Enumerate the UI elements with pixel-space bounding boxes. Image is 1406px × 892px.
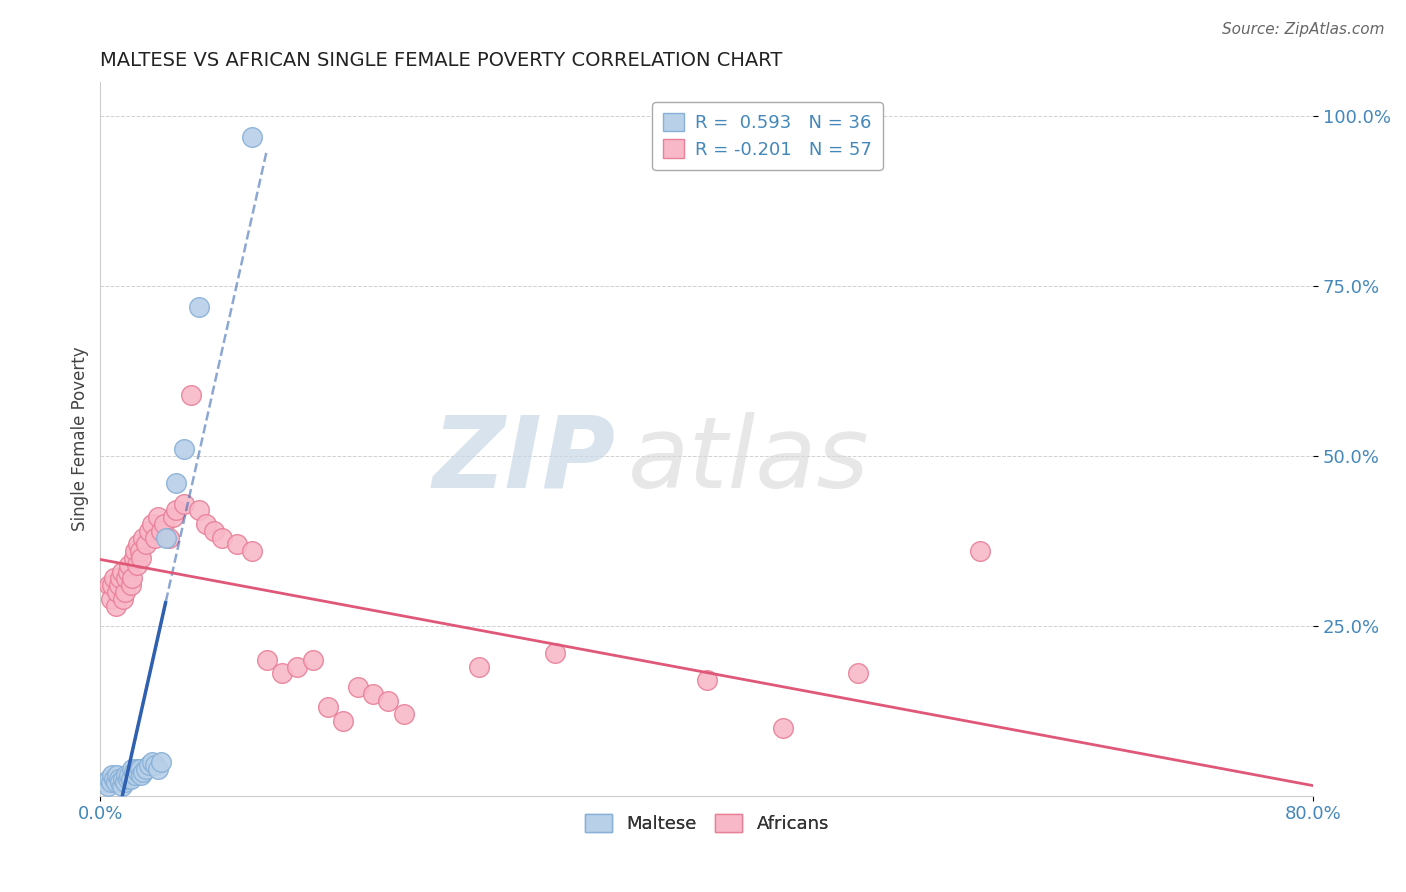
Point	[128, 544, 150, 558]
Point	[122, 764, 145, 779]
Point	[107, 772, 129, 786]
Point	[195, 516, 218, 531]
Point	[107, 578, 129, 592]
Point	[150, 755, 173, 769]
Point	[100, 775, 122, 789]
Point	[969, 544, 991, 558]
Point	[301, 653, 323, 667]
Point	[121, 571, 143, 585]
Point	[103, 571, 125, 585]
Point	[122, 551, 145, 566]
Point	[112, 591, 135, 606]
Point	[146, 762, 169, 776]
Point	[256, 653, 278, 667]
Point	[97, 779, 120, 793]
Point	[392, 707, 415, 722]
Point	[98, 772, 121, 786]
Point	[544, 646, 567, 660]
Point	[132, 764, 155, 779]
Point	[165, 476, 187, 491]
Point	[128, 762, 150, 776]
Point	[848, 666, 870, 681]
Point	[202, 524, 225, 538]
Point	[173, 442, 195, 457]
Point	[162, 510, 184, 524]
Point	[115, 768, 138, 782]
Point	[180, 388, 202, 402]
Point	[138, 758, 160, 772]
Point	[96, 775, 118, 789]
Point	[332, 714, 354, 728]
Point	[135, 537, 157, 551]
Point	[105, 768, 128, 782]
Point	[271, 666, 294, 681]
Point	[125, 558, 148, 572]
Point	[100, 591, 122, 606]
Point	[287, 659, 309, 673]
Point	[157, 531, 180, 545]
Point	[114, 585, 136, 599]
Text: Source: ZipAtlas.com: Source: ZipAtlas.com	[1222, 22, 1385, 37]
Point	[141, 755, 163, 769]
Text: MALTESE VS AFRICAN SINGLE FEMALE POVERTY CORRELATION CHART: MALTESE VS AFRICAN SINGLE FEMALE POVERTY…	[100, 51, 783, 70]
Point	[121, 762, 143, 776]
Point	[108, 571, 131, 585]
Point	[124, 544, 146, 558]
Point	[101, 768, 124, 782]
Point	[143, 531, 166, 545]
Point	[110, 565, 132, 579]
Point	[377, 693, 399, 707]
Point	[127, 537, 149, 551]
Point	[129, 551, 152, 566]
Point	[110, 779, 132, 793]
Point	[772, 721, 794, 735]
Point	[98, 578, 121, 592]
Point	[112, 772, 135, 786]
Point	[127, 764, 149, 779]
Legend: R =  0.593   N = 36, R = -0.201   N = 57: R = 0.593 N = 36, R = -0.201 N = 57	[652, 102, 883, 169]
Point	[103, 772, 125, 786]
Point	[101, 578, 124, 592]
Point	[117, 565, 139, 579]
Point	[132, 531, 155, 545]
Point	[120, 772, 142, 786]
Point	[117, 772, 139, 786]
Point	[138, 524, 160, 538]
Point	[165, 503, 187, 517]
Point	[150, 524, 173, 538]
Point	[153, 516, 176, 531]
Point	[135, 762, 157, 776]
Point	[173, 497, 195, 511]
Point	[211, 531, 233, 545]
Point	[187, 503, 209, 517]
Point	[108, 775, 131, 789]
Point	[240, 129, 263, 144]
Point	[104, 599, 127, 613]
Point	[118, 768, 141, 782]
Point	[468, 659, 491, 673]
Point	[141, 516, 163, 531]
Point	[146, 510, 169, 524]
Point	[696, 673, 718, 688]
Point	[129, 768, 152, 782]
Point	[125, 762, 148, 776]
Point	[105, 585, 128, 599]
Point	[361, 687, 384, 701]
Text: atlas: atlas	[628, 412, 869, 509]
Point	[114, 775, 136, 789]
Point	[115, 571, 138, 585]
Point	[143, 758, 166, 772]
Y-axis label: Single Female Poverty: Single Female Poverty	[72, 347, 89, 532]
Text: ZIP: ZIP	[433, 412, 616, 509]
Point	[316, 700, 339, 714]
Point	[347, 680, 370, 694]
Point	[104, 775, 127, 789]
Point	[225, 537, 247, 551]
Point	[155, 531, 177, 545]
Point	[240, 544, 263, 558]
Point	[124, 768, 146, 782]
Point	[120, 578, 142, 592]
Point	[118, 558, 141, 572]
Point	[187, 300, 209, 314]
